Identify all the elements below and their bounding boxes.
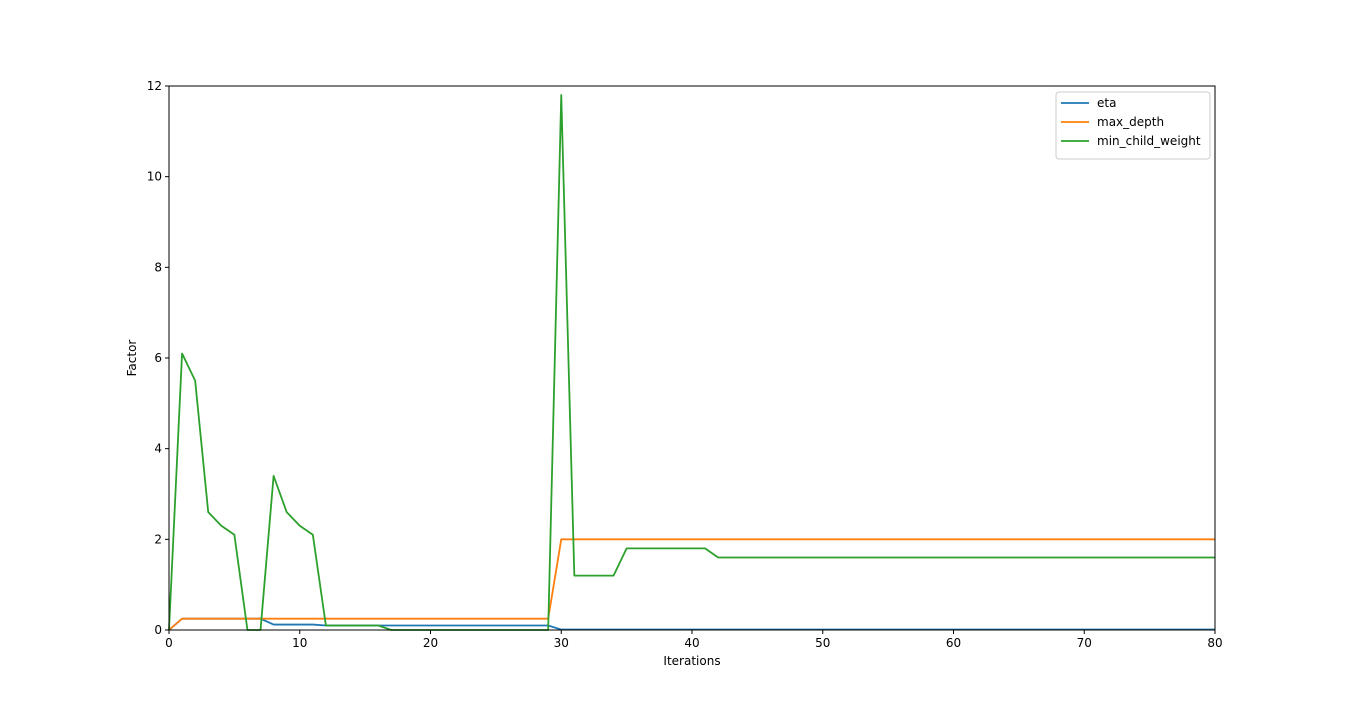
x-tick-label: 70 xyxy=(1077,636,1092,650)
x-tick-label: 40 xyxy=(684,636,699,650)
x-axis-label: Iterations xyxy=(663,654,720,668)
series-line-min-child-weight xyxy=(168,94,1215,631)
y-tick-label: 0 xyxy=(154,623,162,637)
y-tick-label: 6 xyxy=(154,351,162,365)
x-tick-label: 30 xyxy=(554,636,569,650)
y-tick-label: 8 xyxy=(154,260,162,274)
legend: eta max_depth min_child_weight xyxy=(1055,91,1211,160)
x-axis: 0 10 20 30 40 50 60 70 80 xyxy=(165,630,1223,650)
x-tick-label: 20 xyxy=(423,636,438,650)
y-tick-label: 2 xyxy=(154,532,162,546)
x-tick-label: 60 xyxy=(946,636,961,650)
series-layer xyxy=(168,94,1215,631)
y-tick-label: 10 xyxy=(147,170,162,184)
y-axis-label: Factor xyxy=(125,340,139,377)
x-tick-label: 0 xyxy=(165,636,173,650)
x-tick-label: 10 xyxy=(292,636,307,650)
y-axis: 0 2 4 6 8 10 12 xyxy=(147,79,169,637)
legend-label: max_depth xyxy=(1097,115,1164,129)
y-tick-label: 4 xyxy=(154,442,162,456)
x-tick-label: 80 xyxy=(1207,636,1222,650)
y-tick-label: 12 xyxy=(147,79,162,93)
legend-label: eta xyxy=(1097,96,1116,110)
legend-box xyxy=(1055,91,1211,160)
legend-label: min_child_weight xyxy=(1097,134,1201,148)
x-tick-label: 50 xyxy=(815,636,830,650)
